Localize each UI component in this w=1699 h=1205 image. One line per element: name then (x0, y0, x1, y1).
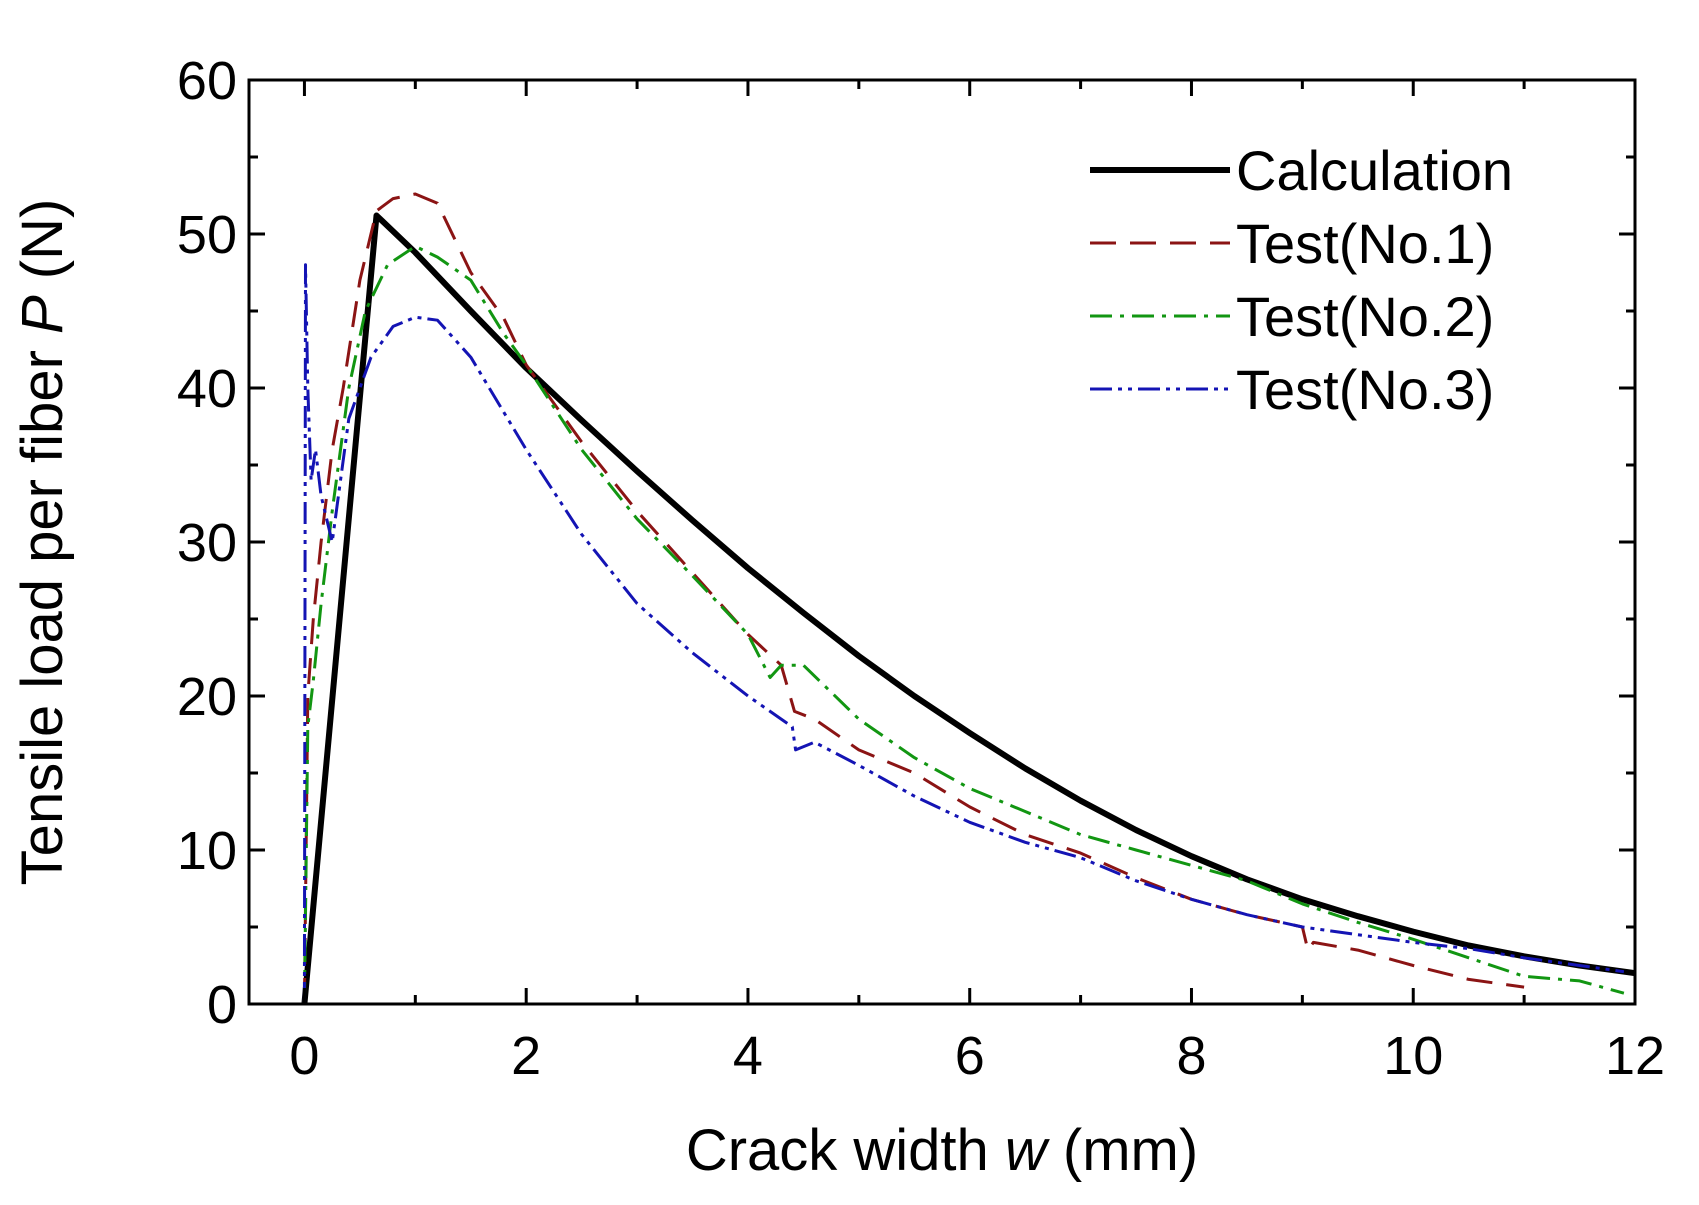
series-line-2 (302, 192, 1525, 1004)
x-tick-label: 0 (289, 1026, 319, 1086)
legend-label-4: Test(No.3) (1236, 358, 1494, 421)
tick-labels: 0 2 4 6 8 10 12 0 10 20 30 40 50 60 (177, 51, 1665, 1086)
series-layer (301, 192, 1635, 1004)
x-tick-label: 6 (955, 1026, 985, 1086)
y-axis-title: Tensile load per fiber P (N) (10, 199, 75, 886)
y-tick-label: 60 (177, 51, 237, 111)
x-tick-label: 2 (511, 1026, 541, 1086)
x-tick-label: 8 (1176, 1026, 1206, 1086)
legend-label-3: Test(No.2) (1236, 285, 1494, 348)
series-line-4 (302, 263, 1625, 1004)
series-line-1 (301, 212, 1635, 1004)
x-tick-label: 10 (1383, 1026, 1443, 1086)
legend-label-2: Test(No.1) (1236, 212, 1494, 275)
x-tick-label: 12 (1605, 1026, 1665, 1086)
y-tick-label: 30 (177, 513, 237, 573)
x-tick-label: 4 (733, 1026, 763, 1086)
y-tick-label: 20 (177, 667, 237, 727)
y-tick-label: 50 (177, 205, 237, 265)
x-axis-title: Crack width w (mm) (686, 1118, 1198, 1183)
legend-label-1: Calculation (1236, 139, 1513, 202)
y-tick-label: 40 (177, 359, 237, 419)
y-tick-label: 10 (177, 821, 237, 881)
y-tick-label: 0 (207, 975, 237, 1035)
axis-ticks (249, 78, 1637, 1006)
legend: Calculation Test(No.1) Test(No.2) Test(No.3… (1090, 139, 1513, 421)
series-line-3 (302, 244, 1625, 1004)
